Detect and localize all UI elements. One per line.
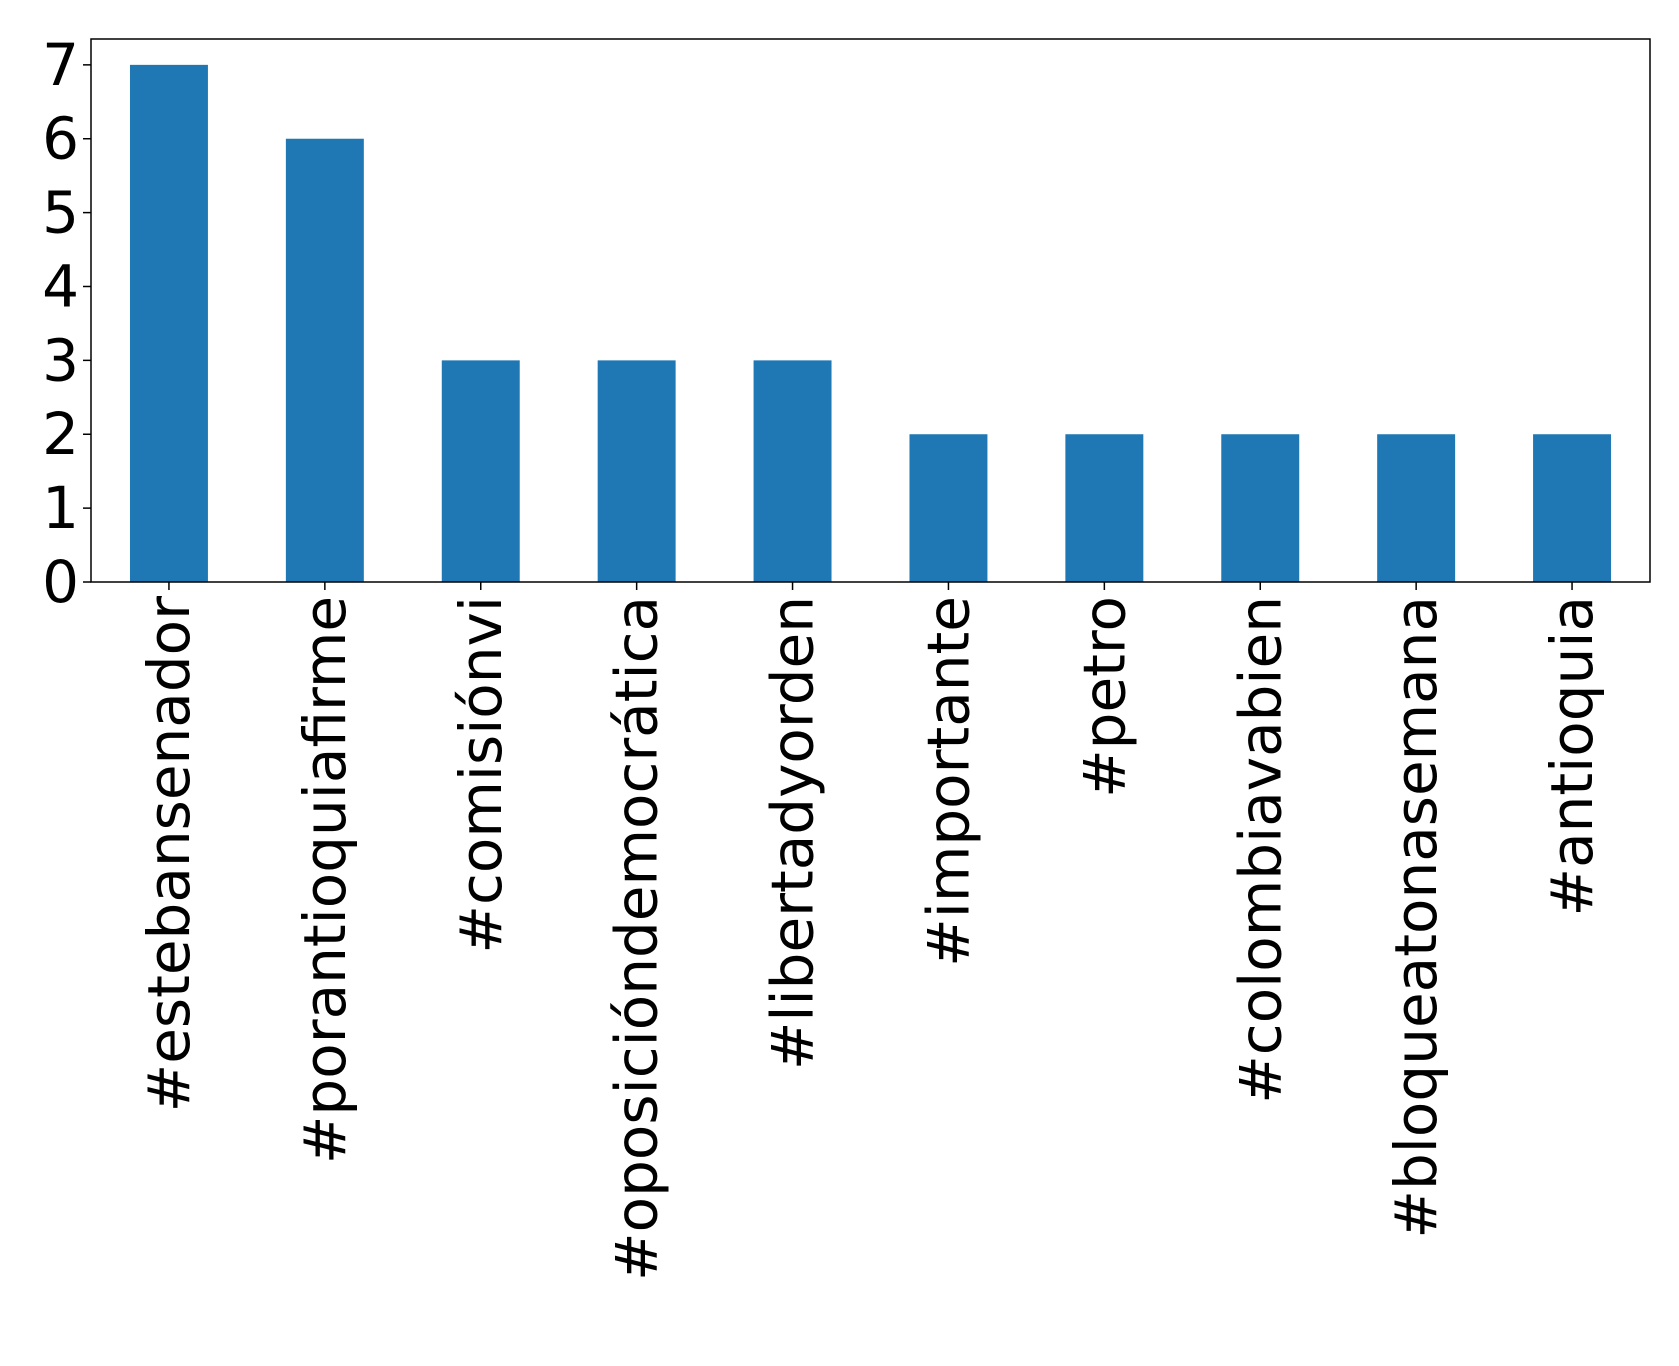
x-tick-label-9: #antioquia [1538, 596, 1606, 916]
bar-9 [1533, 434, 1612, 582]
y-tick-label-4: 4 [42, 252, 79, 320]
y-tick-label-5: 5 [42, 179, 79, 247]
x-tick-label-2: #comisiónvi [447, 596, 515, 954]
x-tick-label-4: #libertadyorden [759, 596, 827, 1070]
x-axis: #estebansenador #porantioquiafirme #comisi… [135, 582, 1606, 1281]
y-tick-label-6: 6 [42, 105, 79, 173]
bar-8 [1377, 434, 1456, 582]
y-tick-label-2: 2 [42, 400, 79, 468]
x-tick-label-7: #colombiavabien [1226, 596, 1294, 1104]
bar-5 [909, 434, 988, 582]
y-tick-label-3: 3 [42, 326, 79, 394]
bars-group [129, 64, 1612, 583]
x-tick-label-0: #estebansenador [135, 596, 203, 1113]
bar-0 [129, 64, 208, 583]
x-tick-label-6: #petro [1070, 596, 1138, 798]
x-tick-label-8: #bloqueatonasemana [1382, 596, 1450, 1239]
bar-6 [1065, 434, 1144, 582]
bar-3 [597, 360, 676, 582]
y-tick-label-7: 7 [42, 31, 79, 99]
plot-frame [90, 38, 1651, 583]
bar-7 [1221, 434, 1300, 582]
y-tick-label-1: 1 [42, 474, 79, 542]
bar-2 [441, 360, 520, 582]
y-tick-label-0: 0 [42, 548, 79, 616]
x-tick-label-5: #importante [914, 596, 982, 967]
bar-4 [753, 360, 832, 582]
bar-1 [285, 138, 364, 583]
x-tick-label-3: #oposicióndemocrática [603, 596, 671, 1281]
x-tick-label-1: #porantioquiafirme [291, 596, 359, 1164]
